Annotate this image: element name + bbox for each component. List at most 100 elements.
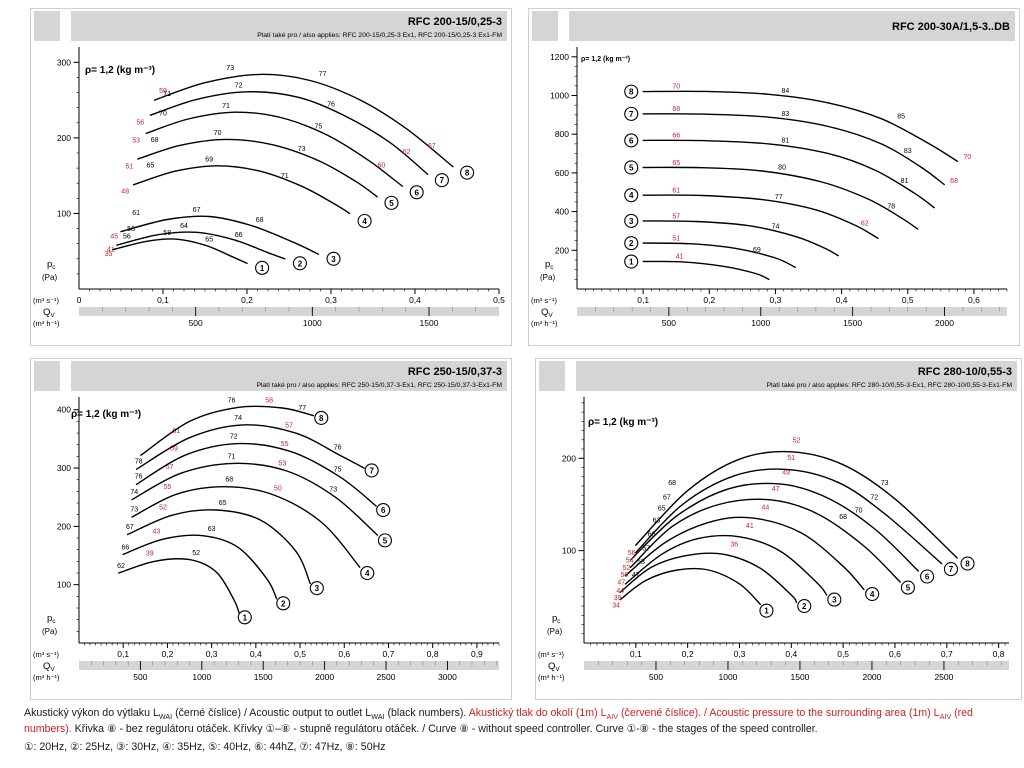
curve-number: 4 <box>870 590 875 599</box>
acoustic-pressure-label: 62 <box>403 149 411 156</box>
qv-axis-label: QV <box>43 307 55 319</box>
curve-number-badge <box>827 592 842 607</box>
y-tick-label: 600 <box>555 168 569 178</box>
curve-number: 1 <box>764 607 769 616</box>
chart-title: RFC 200-30A/1,5-3..DB <box>892 21 1010 33</box>
x-tick-label: 0,5 <box>837 649 849 659</box>
x-tick-label: 0,2 <box>162 649 174 659</box>
curve-number-badge <box>237 610 252 625</box>
curve-number: 6 <box>381 506 386 515</box>
x-tick-label: 0,4 <box>785 649 797 659</box>
acoustic-output-label: 65 <box>205 237 213 244</box>
acoustic-output-label: 85 <box>897 113 905 120</box>
y-tick-label: 400 <box>57 405 71 415</box>
acoustic-pressure-label: 56 <box>136 120 144 127</box>
acoustic-output-label: 68 <box>839 514 847 521</box>
curve-number-badge <box>943 562 959 577</box>
chart-title: RFC 280-10/0,55-3 <box>918 366 1012 378</box>
acoustic-pressure-label: 54 <box>626 557 634 564</box>
y-tick-label: 1000 <box>550 91 569 101</box>
curve-number: 3 <box>832 596 837 605</box>
curve-number: 4 <box>365 569 370 578</box>
density-label: ρ= 1,2 (kg m⁻³) <box>588 417 658 428</box>
fan-curve-2 <box>116 231 286 260</box>
acoustic-output-label: 70 <box>855 507 863 514</box>
acoustic-output-label: 73 <box>226 65 234 72</box>
qv-tick-label: 2000 <box>935 318 954 328</box>
acoustic-note: Akustický výkon do výtlaku LWAI (černé č… <box>24 706 1016 737</box>
qv-unit-label: (m³ h⁻¹) <box>33 319 60 328</box>
curve-number: 2 <box>298 259 303 268</box>
acoustic-pressure-label: 67 <box>428 143 436 150</box>
fan-curve-1 <box>111 238 248 264</box>
x-tick-label: 0,6 <box>338 649 350 659</box>
fan-curve-2 <box>619 552 798 604</box>
header-corner-block <box>532 11 558 41</box>
curve-number: 1 <box>260 264 265 273</box>
curve-number: 7 <box>369 466 374 475</box>
qv-tick-label: 1000 <box>719 672 738 682</box>
curve-number: 8 <box>465 169 470 178</box>
x-tick-label: 0,8 <box>993 649 1005 659</box>
acoustic-output-label: 69 <box>205 157 213 164</box>
curve-number: 7 <box>629 110 634 119</box>
qv-axis-label: QV <box>548 661 560 673</box>
acoustic-pressure-label: 58 <box>265 397 273 404</box>
pressure-axis-label: pc <box>545 259 554 271</box>
acoustic-output-label: 68 <box>151 137 159 144</box>
fan-curve-6 <box>642 139 935 209</box>
acoustic-pressure-label: 61 <box>672 187 680 194</box>
curve-number-badge <box>460 165 475 180</box>
acoustic-pressure-label: 61 <box>172 428 180 435</box>
fan-curve-2 <box>122 534 278 600</box>
x-tick-label: 0,6 <box>968 295 980 305</box>
acoustic-pressure-label: 56 <box>628 550 636 557</box>
curve-number: 2 <box>802 602 807 611</box>
acoustic-output-label: 76 <box>327 101 335 108</box>
y-tick-label: 400 <box>555 207 569 217</box>
acoustic-output-label: 72 <box>870 495 878 502</box>
acoustic-pressure-label: 45 <box>110 234 118 241</box>
acoustic-output-label: 70 <box>159 110 167 117</box>
curve-number-badge <box>309 581 324 596</box>
fan-curve-chart: RFC 200-15/0,25-3 Platí také pro / also a… <box>33 11 507 328</box>
acoustic-pressure-label: 65 <box>672 160 680 167</box>
chart-title: RFC 250-15/0,37-3 <box>408 366 502 378</box>
x-tick-label: 0,1 <box>157 295 169 305</box>
acoustic-output-label: 75 <box>334 467 342 474</box>
fan-curve-chart: RFC 280-10/0,55-3 Platí také pro / also a… <box>538 361 1017 682</box>
acoustic-output-label: 76 <box>228 397 236 404</box>
footer: Akustický výkon do výtlaku LWAI (černé č… <box>24 706 1016 754</box>
acoustic-pressure-label: 60 <box>378 163 386 170</box>
acoustic-output-label: 77 <box>298 405 306 412</box>
header-corner-block <box>34 361 60 391</box>
y-tick-label: 1200 <box>550 52 569 62</box>
qv-tick-label: 1500 <box>790 672 809 682</box>
acoustic-output-label: 83 <box>904 148 912 155</box>
acoustic-output-label: 56 <box>123 234 131 241</box>
acoustic-pressure-label: 52 <box>793 437 801 444</box>
curve-number: 7 <box>949 565 954 574</box>
acoustic-pressure-label: 57 <box>672 213 680 220</box>
acoustic-pressure-label: 47 <box>772 486 780 493</box>
curve-number: 6 <box>925 572 930 581</box>
curve-number-badge <box>797 599 812 614</box>
acoustic-pressure-label: 48 <box>121 188 129 195</box>
acoustic-pressure-label: 59 <box>170 446 178 453</box>
chart-subtitle: Platí také pro / also applies: RFC 250-1… <box>256 382 502 389</box>
qv-tick-label: 1500 <box>843 318 862 328</box>
acoustic-pressure-label: 70 <box>963 154 971 161</box>
y-tick-label: 300 <box>57 57 71 67</box>
acoustic-output-label: 74 <box>234 415 242 422</box>
x-tick-label: 0,5 <box>294 649 306 659</box>
header-corner-block <box>34 11 60 41</box>
fan-curve-3 <box>126 509 311 585</box>
x-tick-label: 0,2 <box>703 295 715 305</box>
curve-number: 6 <box>414 188 419 197</box>
curve-number-badge <box>384 195 399 210</box>
acoustic-output-label: 84 <box>781 88 789 95</box>
curve-number-badge <box>624 160 639 175</box>
x-tick-label: 0,5 <box>902 295 914 305</box>
curve-number: 4 <box>629 191 634 200</box>
curve-number: 2 <box>629 239 634 248</box>
